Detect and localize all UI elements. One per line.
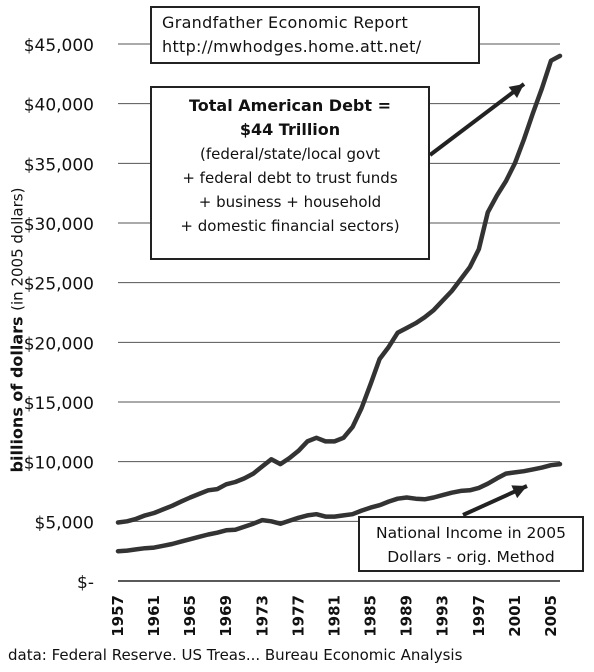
x-tick-label: 2005 xyxy=(542,595,560,637)
debt-detail-line-1: (federal/state/local govt xyxy=(200,145,380,163)
income-line-1: National Income in 2005 xyxy=(376,524,566,542)
x-tick-label: 1997 xyxy=(470,595,488,637)
income-annotation-box: National Income in 2005 Dollars - orig. … xyxy=(358,516,584,572)
income-arrow-head xyxy=(511,485,527,499)
x-tick-label: 1989 xyxy=(398,595,416,637)
x-tick-label: 1981 xyxy=(325,595,343,637)
y-axis-label-wrap: billions of dollars (in 2005 dollars) xyxy=(0,120,34,540)
debt-arrow-shaft xyxy=(428,82,526,157)
y-tick-label: $30,000 xyxy=(24,215,94,235)
x-tick-label: 1961 xyxy=(145,595,163,637)
x-tick-label: 1985 xyxy=(362,595,380,637)
y-axis-ticks: $- $5,000 $10,000 $15,000 $20,000 $25,000 $30,… xyxy=(24,36,94,593)
income-line-2: Dollars - orig. Method xyxy=(387,548,555,566)
debt-detail-line-3: + business + household xyxy=(198,193,382,211)
debt-detail-line-2: + federal debt to trust funds xyxy=(182,169,398,187)
y-tick-label: $10,000 xyxy=(24,454,94,474)
annotation-arrows xyxy=(428,82,528,517)
total-debt-line xyxy=(115,53,563,525)
y-tick-label: $35,000 xyxy=(24,155,94,175)
report-url: http://mwhodges.home.att.net/ xyxy=(162,37,422,56)
debt-arrow-head xyxy=(508,84,524,99)
debt-detail-line-4: + domestic financial sectors) xyxy=(180,217,400,235)
series-lines xyxy=(115,53,563,554)
x-tick-label: 1973 xyxy=(253,595,271,637)
y-tick-label: $20,000 xyxy=(24,334,94,354)
y-tick-label: $45,000 xyxy=(24,36,94,56)
debt-value-line: $44 Trillion xyxy=(239,120,341,139)
x-tick-label: 1969 xyxy=(217,595,235,637)
x-tick-label: 1993 xyxy=(434,595,452,637)
y-axis-label-sub: (in 2005 dollars) xyxy=(8,187,27,311)
x-tick-label: 1965 xyxy=(181,595,199,637)
y-tick-label: $25,000 xyxy=(24,275,94,295)
x-axis-ticks: 1957 1961 1965 1969 1973 1977 1981 1985 1989 1993… xyxy=(109,595,560,637)
data-source-footer: data: Federal Reserve. US Treas... Burea… xyxy=(8,646,463,664)
x-tick-label: 1977 xyxy=(289,595,307,637)
y-tick-label: $15,000 xyxy=(24,394,94,414)
debt-annotation-box: Total American Debt = $44 Trillion (fede… xyxy=(150,86,430,260)
y-tick-label: $- xyxy=(77,573,94,593)
y-tick-label: $5,000 xyxy=(35,513,94,533)
x-tick-label: 1957 xyxy=(109,595,127,637)
report-title-box: Grandfather Economic Report http://mwhod… xyxy=(150,6,480,64)
national-income-line xyxy=(115,461,563,554)
report-title: Grandfather Economic Report xyxy=(162,13,409,32)
debt-title-line: Total American Debt = xyxy=(188,96,391,115)
x-tick-label: 2001 xyxy=(506,595,524,637)
y-axis-label-main: billions of dollars xyxy=(7,316,27,473)
y-axis-label: billions of dollars (in 2005 dollars) xyxy=(8,188,27,473)
y-tick-label: $40,000 xyxy=(24,96,94,116)
